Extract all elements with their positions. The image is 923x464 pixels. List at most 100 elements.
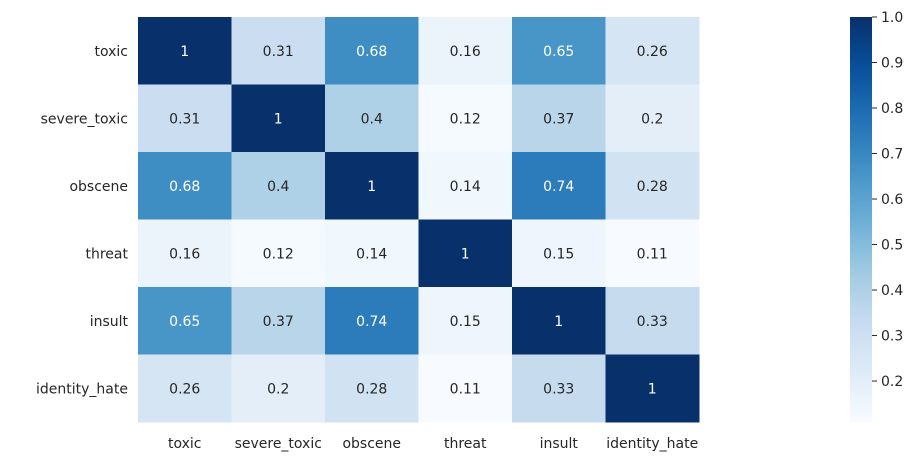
colorbar-tick-label: 0.3	[881, 329, 903, 345]
cell-annotation: 1	[180, 44, 189, 60]
cell-annotation: 0.33	[637, 314, 668, 330]
colorbar-gradient	[850, 17, 872, 422]
cell-annotation: 1	[367, 179, 376, 195]
heatmap-cell-insult-severe_toxic	[231, 287, 326, 355]
y-tick-label-severe_toxic: severe_toxic	[41, 111, 128, 127]
heatmap-cell-identity_hate-toxic	[138, 354, 232, 423]
cell-annotation: 1	[648, 381, 657, 397]
cell-annotation: 0.26	[637, 44, 668, 60]
colorbar-tick-label: 0.2	[881, 374, 903, 390]
cell-annotation: 0.15	[450, 314, 481, 330]
heatmap-cell-obscene-obscene	[325, 152, 419, 220]
cell-annotation: 0.28	[356, 381, 387, 397]
cell-annotation: 0.16	[450, 44, 481, 60]
y-tick-label-toxic: toxic	[95, 44, 129, 60]
cell-annotation: 0.4	[267, 179, 289, 195]
heatmap-cell-severe_toxic-severe_toxic	[231, 84, 326, 153]
heatmap-cell-obscene-identity_hate	[605, 152, 700, 220]
x-tick-label-obscene: obscene	[342, 436, 401, 452]
cell-annotation: 0.31	[169, 111, 200, 127]
heatmap-cells	[138, 17, 700, 423]
cell-annotation: 0.33	[543, 381, 574, 397]
y-tick-label-insult: insult	[90, 314, 129, 330]
heatmap-cell-severe_toxic-threat	[418, 84, 513, 153]
heatmap-cell-threat-toxic	[138, 219, 232, 288]
cell-annotation: 0.37	[263, 314, 294, 330]
cell-annotation: 0.74	[543, 179, 574, 195]
heatmap-cell-toxic-identity_hate	[605, 17, 700, 85]
heatmap-cell-obscene-toxic	[138, 152, 232, 220]
heatmap-cell-severe_toxic-identity_hate	[605, 84, 700, 153]
x-tick-label-toxic: toxic	[168, 436, 202, 452]
heatmap-cell-toxic-toxic	[138, 17, 232, 85]
heatmap-cell-toxic-threat	[418, 17, 513, 85]
cell-annotation: 0.15	[543, 246, 574, 262]
cell-annotation: 0.12	[450, 111, 481, 127]
cell-annotation: 0.65	[543, 44, 574, 60]
colorbar-ticks: 0.2 0.3 0.4 0.5 0.6 0.7 0.8 0.9 1.0	[872, 10, 903, 390]
heatmap-cell-severe_toxic-insult	[512, 84, 606, 153]
cell-annotation: 0.28	[637, 179, 668, 195]
x-tick-label-identity_hate: identity_hate	[606, 436, 698, 452]
cell-annotation: 0.2	[641, 111, 663, 127]
y-tick-label-threat: threat	[86, 246, 129, 262]
colorbar-tick-label: 0.7	[881, 147, 903, 163]
cell-annotation: 1	[461, 246, 470, 262]
cell-annotations: 1 0.31 0.68 0.16 0.65 0.26 0.31 1 0.4 0.12 0.37 0.2…	[169, 44, 668, 398]
heatmap-cell-insult-threat	[418, 287, 513, 355]
cell-annotation: 0.11	[450, 381, 481, 397]
y-tick-label-identity_hate: identity_hate	[36, 381, 128, 397]
heatmap-cell-identity_hate-severe_toxic	[231, 354, 326, 423]
x-tick-label-insult: insult	[540, 436, 579, 452]
heatmap-cell-threat-threat	[418, 219, 513, 288]
heatmap-cell-insult-toxic	[138, 287, 232, 355]
cell-annotation: 1	[554, 314, 563, 330]
heatmap-cell-identity_hate-identity_hate	[605, 354, 700, 423]
heatmap-cell-identity_hate-insult	[512, 354, 606, 423]
colorbar-tick-label: 0.5	[881, 238, 903, 254]
cell-annotation: 0.37	[543, 111, 574, 127]
heatmap-cell-identity_hate-obscene	[325, 354, 419, 423]
colorbar-tick-label: 0.4	[881, 283, 903, 299]
heatmap-cell-obscene-threat	[418, 152, 513, 220]
x-tick-label-severe_toxic: severe_toxic	[235, 436, 322, 452]
colorbar-tick-label: 0.8	[881, 101, 903, 117]
cell-annotation: 0.65	[169, 314, 200, 330]
cell-annotation: 0.31	[263, 44, 294, 60]
heatmap-cell-insult-insult	[512, 287, 606, 355]
cell-annotation: 0.2	[267, 381, 289, 397]
heatmap-cell-threat-obscene	[325, 219, 419, 288]
cell-annotation: 1	[274, 111, 283, 127]
heatmap-cell-insult-identity_hate	[605, 287, 700, 355]
cell-annotation: 0.26	[169, 381, 200, 397]
cell-annotation: 0.14	[450, 179, 481, 195]
heatmap-cell-obscene-insult	[512, 152, 606, 220]
heatmap-cell-toxic-severe_toxic	[231, 17, 326, 85]
cell-annotation: 0.68	[169, 179, 200, 195]
heatmap-cell-obscene-severe_toxic	[231, 152, 326, 220]
cell-annotation: 0.14	[356, 246, 387, 262]
heatmap-cell-severe_toxic-toxic	[138, 84, 232, 153]
heatmap-cell-threat-severe_toxic	[231, 219, 326, 288]
colorbar-tick-label: 0.6	[881, 192, 903, 208]
cell-annotation: 0.68	[356, 44, 387, 60]
heatmap-cell-identity_hate-threat	[418, 354, 513, 423]
heatmap-cell-severe_toxic-obscene	[325, 84, 419, 153]
cell-annotation: 0.4	[361, 111, 383, 127]
colorbar-tick-label: 0.9	[881, 56, 903, 72]
heatmap-cell-threat-insult	[512, 219, 606, 288]
cell-annotation: 0.74	[356, 314, 387, 330]
colorbar: 0.2 0.3 0.4 0.5 0.6 0.7 0.8 0.9 1.0	[850, 10, 903, 422]
heatmap-cell-insult-obscene	[325, 287, 419, 355]
heatmap-cell-threat-identity_hate	[605, 219, 700, 288]
heatmap-cell-toxic-obscene	[325, 17, 419, 85]
colorbar-tick-label: 1.0	[881, 10, 903, 26]
heatmap-cell-toxic-insult	[512, 17, 606, 85]
cell-annotation: 0.12	[263, 246, 294, 262]
cell-annotation: 0.16	[169, 246, 200, 262]
y-tick-label-obscene: obscene	[69, 179, 128, 195]
x-axis-labels: toxic severe_toxic obscene threat insult iden…	[168, 436, 698, 452]
cell-annotation: 0.11	[637, 246, 668, 262]
x-tick-label-threat: threat	[444, 436, 487, 452]
